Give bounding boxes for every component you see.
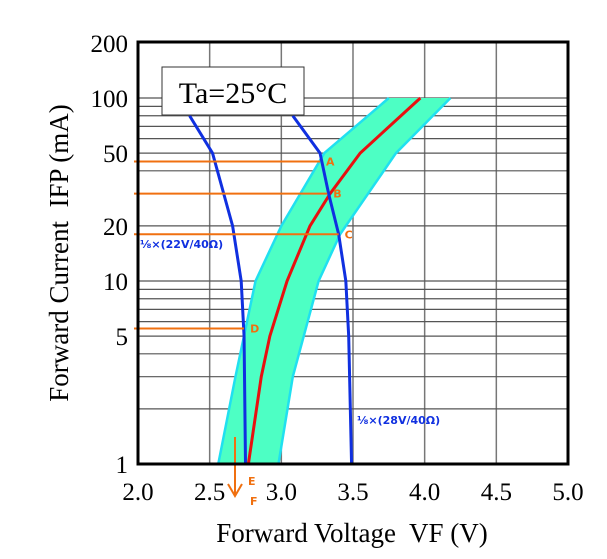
x-tick-label: 3.5 [337,479,368,506]
x-tick-label: 2.0 [122,479,153,506]
temp-annotation: Ta=25°C [179,77,287,110]
y-axis-label: Forward Current IFP (mA) [44,104,74,401]
y-tick-label: 50 [103,141,128,168]
y-tick-label: 10 [103,269,128,296]
markers: A B C D EF [134,155,353,508]
y-tick-label: 20 [103,214,128,241]
load-label-28v: ⅛×(28V/40Ω) [357,414,440,427]
marker-label: C [345,228,353,241]
arrow-head-icon [227,483,243,498]
series-line [188,114,247,465]
y-tick-label: 1 [116,452,129,479]
band-fill [218,98,451,464]
band-right-edge [277,97,452,465]
series-line [246,96,422,465]
x-tick-label: 5.0 [552,479,583,506]
y-tick-label: 100 [91,86,129,113]
temp-annotation-box [161,66,305,116]
x-tick-label: 4.5 [481,479,512,506]
x-tick-label: 3.0 [266,479,297,506]
load-label-22v: ⅛×(22V/40Ω) [140,238,223,251]
x-tick-label: 2.5 [194,479,225,506]
tolerance-band [217,97,452,465]
plot-frame [136,40,570,466]
x-axis-label: Forward Voltage VF (V) [216,518,488,548]
y-tick-label: 200 [91,31,129,58]
marker-label: B [333,188,341,201]
arrow-label: F [250,495,258,508]
marker-label: D [250,323,259,336]
y-tick-label: 5 [116,324,129,351]
band-left-edge [217,97,390,465]
marker-label: A [326,155,335,168]
arrow-label: E [248,475,256,488]
x-tick-label: 4.0 [409,479,440,506]
